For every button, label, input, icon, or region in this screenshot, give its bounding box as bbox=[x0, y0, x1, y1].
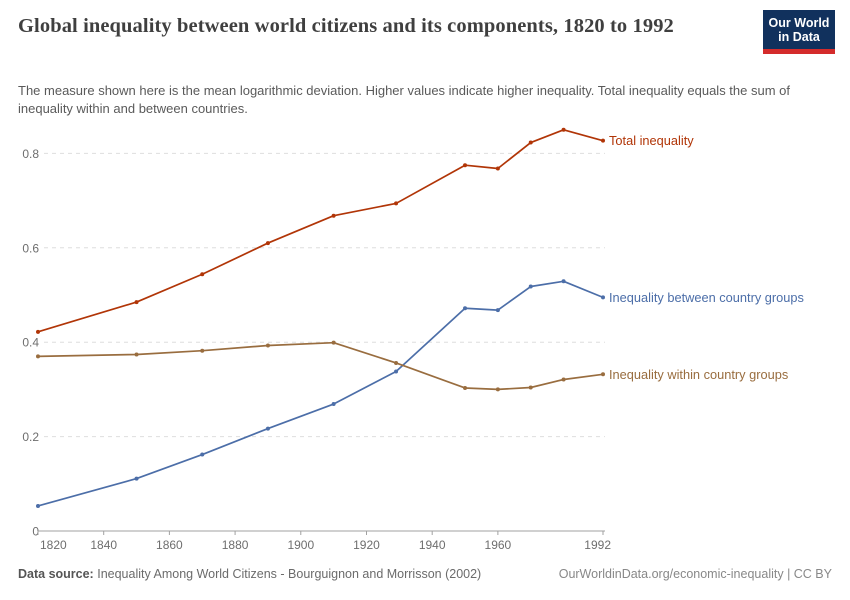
data-point[interactable] bbox=[134, 352, 139, 357]
series-line-between[interactable] bbox=[37, 280, 604, 507]
x-axis-tick-label: 1960 bbox=[485, 538, 512, 552]
data-point[interactable] bbox=[265, 426, 270, 431]
data-point[interactable] bbox=[265, 241, 270, 246]
y-axis-tick-label: 0 bbox=[32, 525, 39, 539]
series-total[interactable]: Total inequality bbox=[36, 127, 694, 334]
owid-logo[interactable]: Our World in Data bbox=[763, 10, 835, 54]
data-point[interactable] bbox=[134, 476, 139, 481]
data-point[interactable] bbox=[601, 372, 605, 377]
series-label-between[interactable]: Inequality between country groups bbox=[609, 290, 804, 305]
data-point[interactable] bbox=[36, 503, 40, 508]
series-line-within[interactable] bbox=[37, 341, 604, 391]
data-source-label: Data source: bbox=[18, 567, 94, 581]
x-axis-tick-label: 1940 bbox=[419, 538, 446, 552]
data-point[interactable] bbox=[394, 360, 399, 365]
x-axis-tick-label: 1880 bbox=[222, 538, 249, 552]
data-point[interactable] bbox=[200, 348, 205, 353]
data-point[interactable] bbox=[601, 138, 605, 143]
data-point[interactable] bbox=[495, 387, 500, 392]
data-point[interactable] bbox=[495, 308, 500, 313]
logo-line1: Our World bbox=[768, 16, 830, 30]
data-point[interactable] bbox=[601, 295, 605, 300]
data-point[interactable] bbox=[134, 300, 139, 305]
data-point[interactable] bbox=[463, 385, 468, 390]
data-source-text: Inequality Among World Citizens - Bourgu… bbox=[97, 567, 482, 581]
data-point[interactable] bbox=[200, 272, 205, 277]
x-axis-tick-label: 1992 bbox=[584, 538, 611, 552]
data-point[interactable] bbox=[463, 163, 468, 168]
data-point[interactable] bbox=[200, 452, 205, 457]
x-axis-tick-label: 1860 bbox=[156, 538, 183, 552]
series-within[interactable]: Inequality within country groups bbox=[36, 340, 788, 392]
y-axis-tick-label: 0.8 bbox=[22, 147, 39, 161]
data-point[interactable] bbox=[528, 284, 533, 289]
data-point[interactable] bbox=[331, 340, 336, 345]
series-label-total[interactable]: Total inequality bbox=[609, 133, 694, 148]
data-point[interactable] bbox=[561, 377, 566, 382]
y-axis-tick-label: 0.2 bbox=[22, 430, 39, 444]
data-point[interactable] bbox=[331, 402, 336, 407]
data-point[interactable] bbox=[36, 329, 40, 334]
logo-line2: in Data bbox=[778, 30, 820, 44]
owid-license-link[interactable]: OurWorldinData.org/economic-inequality |… bbox=[558, 567, 832, 581]
data-point[interactable] bbox=[561, 127, 566, 132]
x-axis-tick-label: 1900 bbox=[287, 538, 314, 552]
data-point[interactable] bbox=[463, 306, 468, 311]
chart-subtitle: The measure shown here is the mean logar… bbox=[18, 83, 791, 116]
series-line-total[interactable] bbox=[37, 128, 604, 333]
y-axis-tick-label: 0.4 bbox=[22, 336, 39, 350]
data-point[interactable] bbox=[495, 166, 500, 171]
x-axis-tick-label: 1840 bbox=[90, 538, 117, 552]
data-point[interactable] bbox=[528, 385, 533, 390]
series-between[interactable]: Inequality between country groups bbox=[36, 279, 804, 508]
data-point[interactable] bbox=[561, 279, 566, 284]
y-axis-tick-label: 0.6 bbox=[22, 241, 39, 255]
x-axis-tick-label: 1820 bbox=[40, 538, 67, 552]
data-point[interactable] bbox=[394, 369, 399, 374]
data-point[interactable] bbox=[394, 201, 399, 206]
data-source-note: Data source: Inequality Among World Citi… bbox=[18, 567, 481, 581]
data-point[interactable] bbox=[265, 343, 270, 348]
data-point[interactable] bbox=[331, 213, 336, 218]
data-point[interactable] bbox=[36, 354, 40, 359]
series-label-within[interactable]: Inequality within country groups bbox=[609, 367, 788, 382]
x-axis-tick-label: 1920 bbox=[353, 538, 380, 552]
data-point[interactable] bbox=[528, 140, 533, 145]
chart-title: Global inequality between world citizens… bbox=[18, 15, 674, 37]
